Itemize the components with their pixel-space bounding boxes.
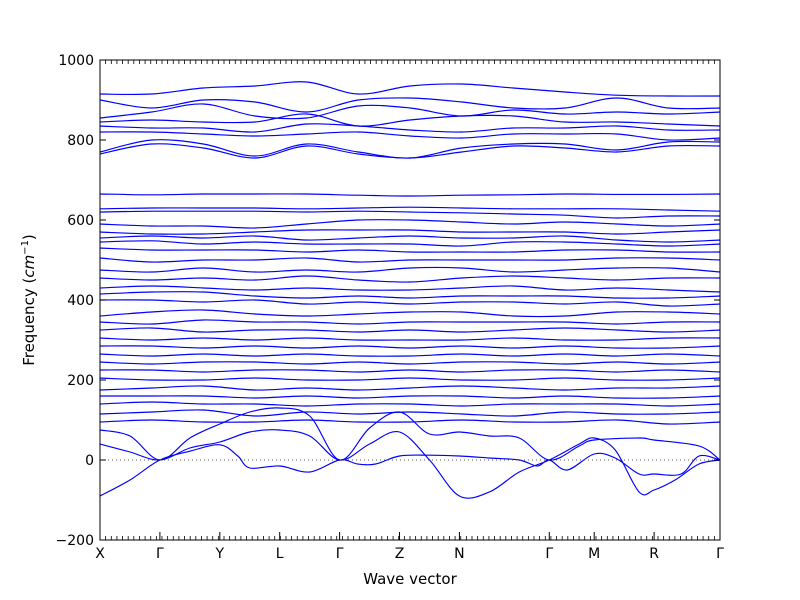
y-tick-label: 400 [67, 293, 94, 309]
x-tick-label: R [649, 546, 659, 562]
optical-band-9 [100, 206, 720, 212]
optical-band-0 [100, 81, 720, 97]
y-axis-label: Frequency (cm−1) [20, 234, 38, 366]
optical-band-6 [100, 139, 720, 159]
x-tick-label: N [454, 546, 464, 562]
optical-band-17 [100, 266, 720, 273]
optical-band-14 [100, 240, 720, 247]
acoustic-band-0 [100, 444, 720, 497]
acoustic-band-1 [100, 429, 720, 499]
optical-band-1 [100, 97, 720, 113]
y-tick-label: 200 [67, 373, 94, 389]
y-tick-label: 600 [67, 213, 94, 229]
optical-band-32 [100, 395, 720, 399]
optical-band-10 [100, 210, 720, 219]
optical-band-12 [100, 229, 720, 235]
x-tick-label: Γ [716, 546, 724, 562]
optical-band-11 [100, 219, 720, 229]
optical-band-2 [100, 103, 720, 120]
optical-band-27 [100, 353, 720, 357]
optical-band-26 [100, 345, 720, 349]
acoustic-band-2 [100, 407, 720, 461]
plot-frame [99, 59, 721, 541]
optical-band-29 [100, 369, 720, 373]
optical-band-18 [100, 275, 720, 283]
x-tick-label: Γ [545, 546, 553, 562]
optical-band-5 [100, 131, 720, 141]
y-tick-label: 800 [67, 133, 94, 149]
optical-band-30 [100, 377, 720, 381]
y-tick-label: 0 [85, 453, 94, 469]
y-tick-label: 1000 [58, 53, 94, 69]
optical-band-3 [100, 113, 720, 127]
optical-band-19 [100, 285, 720, 293]
optical-band-15 [100, 247, 720, 253]
optical-band-22 [100, 309, 720, 318]
optical-band-7 [100, 143, 720, 159]
x-tick-label: Z [395, 546, 405, 562]
x-tick-label: L [276, 546, 284, 562]
optical-band-8 [100, 193, 720, 197]
x-axis-label: Wave vector [363, 570, 457, 588]
x-tick-label: Y [215, 546, 225, 562]
y-tick-label: −200 [56, 533, 94, 549]
optical-band-21 [100, 299, 720, 307]
optical-band-25 [100, 337, 720, 341]
optical-band-24 [100, 327, 720, 333]
x-tick-label: Γ [336, 546, 344, 562]
optical-band-16 [100, 257, 720, 263]
optical-band-23 [100, 319, 720, 325]
optical-band-20 [100, 291, 720, 299]
optical-band-33 [100, 401, 720, 407]
optical-band-35 [100, 419, 720, 425]
optical-band-28 [100, 361, 720, 365]
x-tick-label: M [588, 546, 600, 562]
optical-band-4 [100, 123, 720, 133]
optical-band-13 [100, 235, 720, 243]
x-tick-label: X [95, 546, 105, 562]
x-tick-label: Γ [156, 546, 164, 562]
optical-band-34 [100, 409, 720, 417]
y-axis-ticks: −200 0 200 400 600 800 1000 [56, 53, 720, 549]
x-minor-ticks [99, 60, 721, 540]
band-lines [100, 81, 720, 499]
optical-band-31 [100, 385, 720, 391]
